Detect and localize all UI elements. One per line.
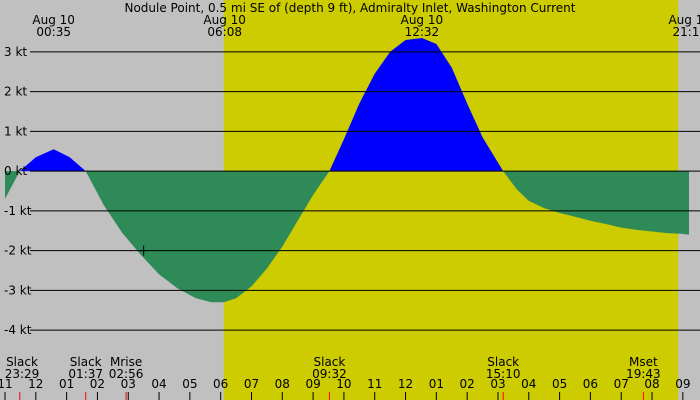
- x-tick-label: 07: [614, 377, 629, 391]
- top-date-label: Aug 1: [668, 13, 700, 27]
- x-tick-label: 09: [675, 377, 690, 391]
- x-tick-label: 11: [367, 377, 382, 391]
- top-time-label: 12:32: [405, 25, 440, 39]
- y-tick-label: -4 kt: [4, 323, 32, 337]
- event-label: Slack: [314, 355, 346, 369]
- event-time: 19:43: [626, 367, 661, 381]
- x-tick-label: 12: [28, 377, 43, 391]
- x-tick-label: 05: [182, 377, 197, 391]
- event-label: Slack: [70, 355, 102, 369]
- x-tick-label: 04: [521, 377, 536, 391]
- x-axis: 11 12 01 02 03 04 05 06 07 08 09 10 11 12 01 02 03 04 05 06…: [0, 377, 690, 400]
- event-label: Mset: [629, 355, 658, 369]
- x-tick-label: 05: [552, 377, 567, 391]
- top-time-label: 00:35: [36, 25, 71, 39]
- x-tick-label: 07: [244, 377, 259, 391]
- top-date-label: Aug 10: [32, 13, 75, 27]
- current-time-marker: [138, 245, 149, 256]
- top-date-label: Aug 10: [203, 13, 246, 27]
- top-time-label: 21:1: [672, 25, 699, 39]
- y-gridlines: [30, 51, 700, 331]
- x-tick-label: 02: [90, 377, 105, 391]
- event-time: 02:56: [109, 367, 144, 381]
- top-date-label: Aug 10: [401, 13, 444, 27]
- x-tick-label: 11: [0, 377, 13, 391]
- event-time: 15:10: [486, 367, 521, 381]
- x-tick-label: 10: [336, 377, 351, 391]
- event-label: Slack: [6, 355, 38, 369]
- x-tick-label: 08: [275, 377, 290, 391]
- x-tick-label: 06: [583, 377, 598, 391]
- y-axis-labels: 3 kt 2 kt 1 kt 0 kt -1 kt -2 kt -3 kt -4 kt: [4, 45, 32, 337]
- bottom-event-labels: Slack23:29Slack01:37Mrise02:56Slack09:32…: [5, 355, 661, 381]
- x-tick-label: 01: [429, 377, 444, 391]
- x-tick-label: 12: [398, 377, 413, 391]
- y-tick-label: -3 kt: [4, 283, 32, 297]
- x-tick-label: 06: [213, 377, 228, 391]
- event-time: 01:37: [68, 367, 103, 381]
- x-tick-label: 04: [151, 377, 166, 391]
- y-tick-label: 2 kt: [4, 85, 27, 99]
- flood-area: [5, 38, 689, 172]
- event-time: 09:32: [312, 367, 347, 381]
- x-tick-label: 03: [121, 377, 136, 391]
- event-label: Mrise: [110, 355, 142, 369]
- event-time: 23:29: [5, 367, 40, 381]
- x-tick-label: 03: [490, 377, 505, 391]
- current-areas: [5, 38, 689, 303]
- chart-title: Nodule Point, 0.5 mi SE of (depth 9 ft),…: [124, 1, 575, 15]
- y-tick-label: 0 kt: [4, 164, 27, 178]
- ebb-area: [5, 171, 689, 303]
- x-tick-label: 09: [305, 377, 320, 391]
- y-tick-label: 1 kt: [4, 124, 27, 138]
- y-tick-label: -2 kt: [4, 244, 32, 258]
- event-label: Slack: [487, 355, 519, 369]
- y-tick-label: 3 kt: [4, 45, 27, 59]
- y-tick-label: -1 kt: [4, 204, 32, 218]
- x-tick-label: 02: [460, 377, 475, 391]
- x-tick-label: 01: [59, 377, 74, 391]
- top-time-label: 06:08: [207, 25, 242, 39]
- x-tick-label: 08: [644, 377, 659, 391]
